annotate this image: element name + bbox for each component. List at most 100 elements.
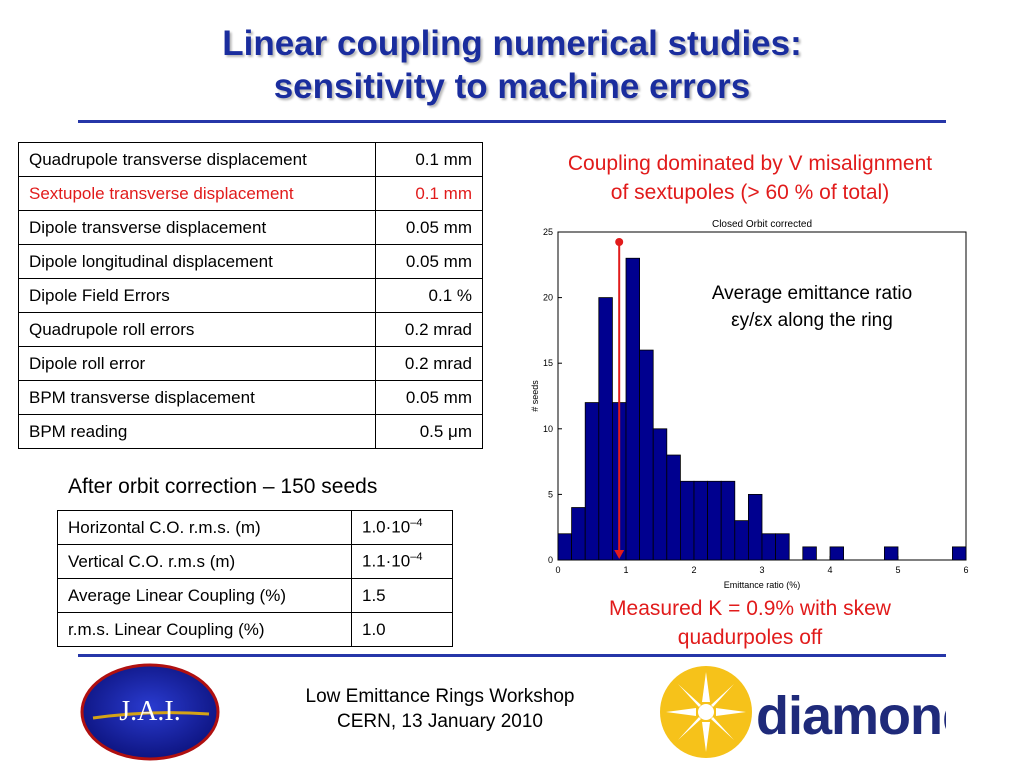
- measured-note: Measured K = 0.9% with skew quadurpoles …: [520, 594, 980, 652]
- average-marker-arrow: [614, 550, 625, 559]
- error-table: Quadrupole transverse displacement 0.1 mm…: [18, 142, 483, 449]
- jai-logo: J.A.I.: [80, 663, 220, 761]
- orbit-name: Vertical C.O. r.m.s (m): [57, 544, 352, 579]
- error-name: BPM reading: [18, 414, 376, 449]
- y-tick-label: 25: [543, 227, 553, 237]
- coupling-note-line-1: Coupling dominated by V misalignment: [567, 152, 933, 175]
- x-tick-label: 2: [691, 565, 696, 575]
- histogram-bar: [829, 546, 845, 561]
- measured-note-line-2: quadurpoles off: [677, 626, 823, 649]
- error-row: Dipole Field Errors 0.1 %: [18, 278, 483, 313]
- histogram-bar: [625, 257, 640, 561]
- histogram-bar: [883, 546, 899, 561]
- x-tick-label: 5: [895, 565, 900, 575]
- bottom-divider: [78, 654, 946, 657]
- average-marker-dot: [615, 238, 624, 246]
- error-value: 0.1 mm: [375, 142, 483, 177]
- histogram-bar: [639, 349, 654, 561]
- orbit-name: r.m.s. Linear Coupling (%): [57, 612, 352, 647]
- histogram-bar: [693, 480, 709, 561]
- orbit-caption: After orbit correction – 150 seeds: [68, 475, 378, 498]
- error-value: 0.2 mrad: [375, 312, 483, 347]
- orbit-row: Horizontal C.O. r.m.s. (m) 1.0·10–4: [57, 510, 453, 545]
- footer-line-2: CERN, 13 January 2010: [337, 711, 543, 732]
- title-line-2: sensitivity to machine errors: [273, 67, 751, 106]
- error-value: 0.1 mm: [375, 176, 483, 211]
- orbit-value-cell: 1.1·10–4: [351, 544, 453, 579]
- orbit-value: 1.0: [362, 619, 386, 639]
- histogram-bar: [761, 533, 776, 561]
- error-value: 0.05 mm: [375, 210, 483, 245]
- histogram-bar: [666, 454, 681, 561]
- histogram-bar: [679, 480, 695, 561]
- annotation-line-1: Average emittance ratio: [712, 283, 912, 304]
- measured-note-line-1: Measured K = 0.9% with skew: [609, 597, 891, 620]
- top-divider: [78, 120, 946, 123]
- orbit-value-cell: 1.0: [351, 612, 453, 647]
- diamond-starburst-icon: [660, 666, 752, 758]
- y-tick-label: 15: [543, 358, 553, 368]
- orbit-exponent: –4: [410, 517, 423, 530]
- orbit-row: Vertical C.O. r.m.s (m) 1.1·10–4: [57, 544, 453, 579]
- histogram-bar: [734, 520, 749, 561]
- x-tick-label: 6: [963, 565, 968, 575]
- orbit-exponent: –4: [410, 551, 423, 564]
- y-tick-label: 0: [548, 555, 553, 565]
- orbit-row: r.m.s. Linear Coupling (%) 1.0: [57, 612, 453, 647]
- histogram-bar: [747, 493, 763, 561]
- x-tick-label: 3: [759, 565, 764, 575]
- error-row: BPM reading 0.5 μm: [18, 414, 483, 449]
- error-name: Quadrupole roll errors: [18, 312, 376, 347]
- histogram-bar: [802, 546, 817, 561]
- error-row: Dipole transverse displacement 0.05 mm: [18, 210, 483, 245]
- error-row: Dipole longitudinal displacement 0.05 mm: [18, 244, 483, 279]
- histogram-bar: [951, 546, 967, 561]
- y-tick-label: 10: [543, 424, 553, 434]
- title-line-1: Linear coupling numerical studies:: [222, 24, 802, 63]
- error-row: BPM transverse displacement 0.05 mm: [18, 380, 483, 415]
- orbit-row: Average Linear Coupling (%) 1.5: [57, 578, 453, 613]
- error-name: Quadrupole transverse displacement: [18, 142, 376, 177]
- error-name: Dipole transverse displacement: [18, 210, 376, 245]
- orbit-value: 1.0·10: [362, 517, 411, 537]
- error-row: Quadrupole transverse displacement 0.1 mm: [18, 142, 483, 177]
- diamond-logo: diamond: [660, 666, 946, 758]
- histogram-bar: [775, 533, 790, 561]
- histogram-bar: [571, 507, 586, 561]
- error-value: 0.2 mrad: [375, 346, 483, 381]
- histogram-bar: [652, 428, 668, 561]
- error-name: Dipole roll error: [18, 346, 376, 381]
- orbit-value: 1.5: [362, 585, 386, 605]
- x-axis-label: Emittance ratio (%): [724, 580, 801, 590]
- emittance-histogram: Closed Orbit corrected Emittance ratio (%…: [530, 219, 969, 590]
- histogram-bar: [720, 480, 736, 561]
- error-name: Dipole longitudinal displacement: [18, 244, 376, 279]
- y-tick-label: 20: [543, 293, 553, 303]
- error-name: BPM transverse displacement: [18, 380, 376, 415]
- error-row: Quadrupole roll errors 0.2 mrad: [18, 312, 483, 347]
- error-value: 0.05 mm: [375, 244, 483, 279]
- error-name: Dipole Field Errors: [18, 278, 376, 313]
- slide-title: Linear coupling numerical studies: sensi…: [0, 22, 1024, 108]
- y-tick-label: 5: [548, 489, 553, 499]
- y-axis-label: # seeds: [530, 380, 540, 412]
- error-value: 0.5 μm: [375, 414, 483, 449]
- footer-line-1: Low Emittance Rings Workshop: [305, 686, 575, 707]
- coupling-note-line-2: of sextupoles (> 60 % of total): [610, 181, 890, 204]
- error-value: 0.1 %: [375, 278, 483, 313]
- histogram-bar: [584, 402, 600, 561]
- orbit-name: Horizontal C.O. r.m.s. (m): [57, 510, 352, 545]
- histogram-bar: [707, 480, 722, 561]
- x-tick-label: 1: [623, 565, 628, 575]
- histogram-bar: [598, 297, 613, 561]
- histogram-bar: [557, 533, 573, 561]
- orbit-value-cell: 1.0·10–4: [351, 510, 453, 545]
- x-tick-label: 4: [827, 565, 832, 575]
- orbit-name: Average Linear Coupling (%): [57, 578, 352, 613]
- diamond-logo-text: diamond: [756, 686, 946, 746]
- jai-logo-text: J.A.I.: [119, 696, 180, 727]
- coupling-note: Coupling dominated by V misalignment of …: [520, 149, 980, 207]
- orbit-table: Horizontal C.O. r.m.s. (m) 1.0·10–4 Vertic…: [57, 510, 453, 647]
- chart-title: Closed Orbit corrected: [712, 219, 812, 230]
- error-row: Sextupole transverse displacement 0.1 mm: [18, 176, 483, 211]
